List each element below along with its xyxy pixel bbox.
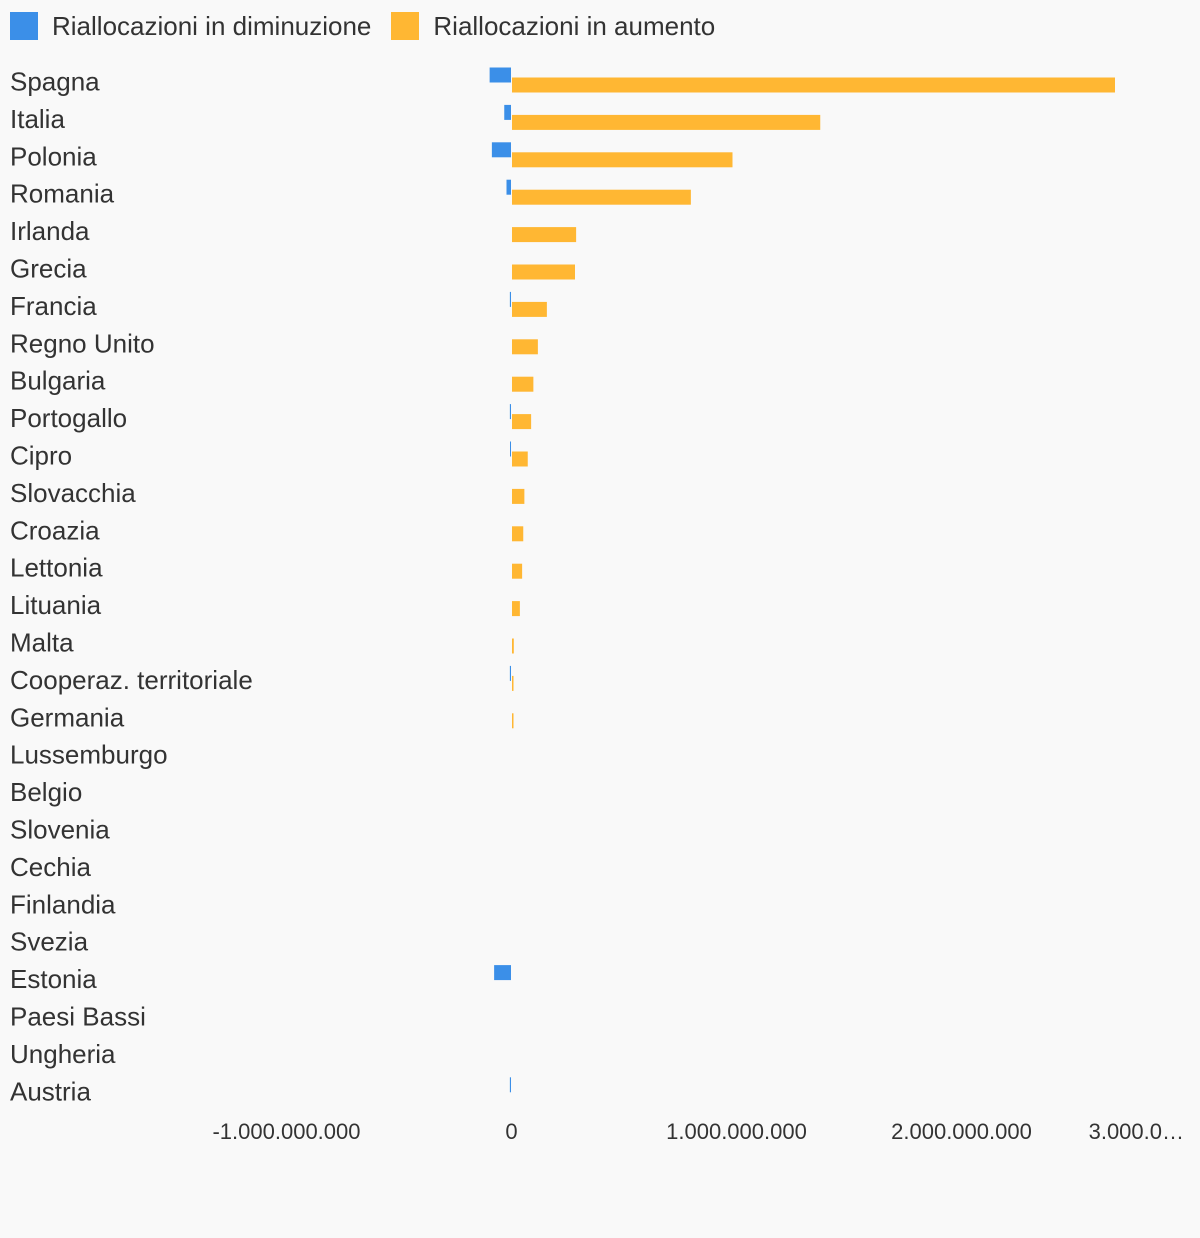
bar-increase <box>512 638 514 654</box>
x-tick-label: 2.000.000.000 <box>891 1119 1032 1144</box>
category-label: Romania <box>10 179 115 209</box>
bar-decrease <box>504 104 511 120</box>
category-label: Polonia <box>10 141 97 171</box>
x-tick-label: 3.000.0… <box>1089 1119 1184 1144</box>
bar-decrease <box>491 142 511 158</box>
category-label: Lituania <box>10 590 102 620</box>
bar-decrease <box>509 291 511 307</box>
category-label: Croazia <box>10 515 100 545</box>
category-label: Ungheria <box>10 1039 116 1069</box>
bar-decrease <box>506 179 511 195</box>
bar-increase <box>512 264 575 280</box>
legend-label-increase: Riallocazioni in aumento <box>433 11 716 41</box>
legend: Riallocazioni in diminuzione Riallocazio… <box>10 9 735 43</box>
bar-increase <box>512 713 514 729</box>
x-tick-label: -1.000.000.000 <box>212 1119 360 1144</box>
x-tick-label: 0 <box>505 1119 517 1144</box>
category-label: Austria <box>10 1076 91 1106</box>
x-tick-label: 1.000.000.000 <box>666 1119 807 1144</box>
legend-item-increase[interactable]: Riallocazioni in aumento <box>391 9 715 43</box>
bar-increase <box>512 563 523 579</box>
bar-increase <box>512 301 547 317</box>
legend-swatch-decrease <box>10 12 38 40</box>
bar-increase <box>512 675 514 691</box>
category-label: Regno Unito <box>10 328 155 358</box>
category-label: Cooperaz. territoriale <box>10 665 253 695</box>
bar-decrease <box>489 67 511 83</box>
bar-increase <box>512 451 528 467</box>
category-label: Francia <box>10 291 97 321</box>
bar-increase <box>512 152 733 168</box>
category-label: Cechia <box>10 852 91 882</box>
category-label: Slovacchia <box>10 478 136 508</box>
bar-decrease <box>509 1077 511 1093</box>
bar-increase <box>512 488 525 504</box>
category-label: Cipro <box>10 441 72 471</box>
category-label: Lettonia <box>10 553 103 583</box>
category-label: Paesi Bassi <box>10 1002 146 1032</box>
category-label: Bulgaria <box>10 366 106 396</box>
bar-increase <box>512 339 538 355</box>
category-label: Slovenia <box>10 815 110 845</box>
bar-increase <box>512 189 691 205</box>
bar-decrease <box>509 404 511 420</box>
category-label: Estonia <box>10 964 97 994</box>
category-label: Spagna <box>10 67 100 97</box>
legend-item-decrease[interactable]: Riallocazioni in diminuzione <box>10 9 371 43</box>
legend-label-decrease: Riallocazioni in diminuzione <box>52 11 372 41</box>
category-label: Belgio <box>10 777 82 807</box>
category-label: Finlandia <box>10 889 116 919</box>
bar-increase <box>512 77 1115 93</box>
bar-increase <box>512 601 520 617</box>
category-label: Irlanda <box>10 216 90 246</box>
category-label: Germania <box>10 702 125 732</box>
category-label: Portogallo <box>10 403 127 433</box>
bar-decrease <box>510 441 511 457</box>
bar-increase <box>512 376 534 392</box>
bar-increase <box>512 227 577 243</box>
bar-increase <box>512 526 524 542</box>
category-label: Italia <box>10 104 65 134</box>
bar-decrease <box>494 965 511 981</box>
bar-increase <box>512 114 821 130</box>
category-label: Grecia <box>10 254 87 284</box>
category-label: Malta <box>10 628 74 658</box>
category-label: Lussemburgo <box>10 740 168 770</box>
category-label: Svezia <box>10 927 89 957</box>
bar-decrease <box>509 665 511 681</box>
legend-swatch-increase <box>391 12 420 40</box>
bar-increase <box>512 414 532 430</box>
